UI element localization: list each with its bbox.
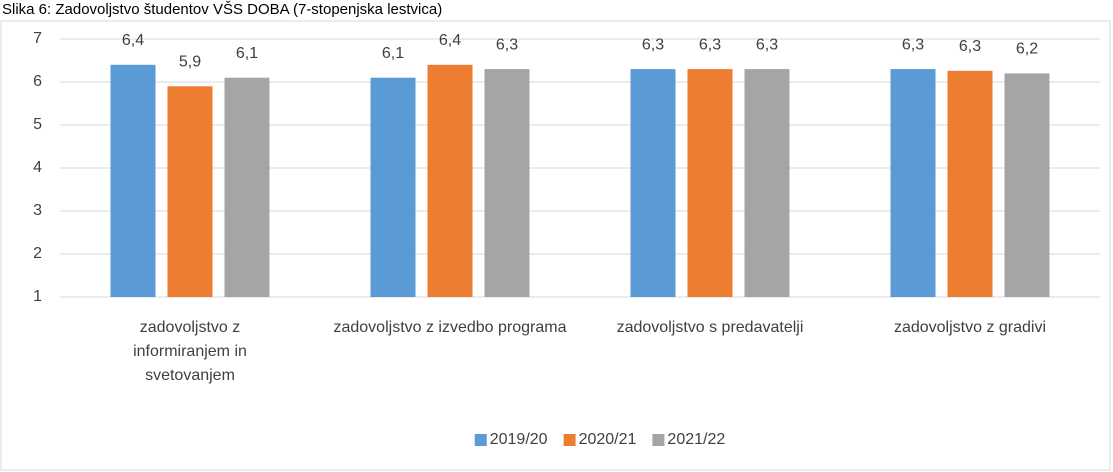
- legend-swatch: [652, 434, 665, 446]
- bar: [110, 64, 156, 297]
- data-label: 6,4: [122, 32, 144, 49]
- y-tick-label: 7: [33, 30, 42, 47]
- bar: [947, 70, 993, 297]
- x-tick-label: zadovoljstvo z izvedbo programa: [333, 319, 566, 336]
- x-tick-label: zadovoljstvo s predavatelji: [617, 319, 804, 336]
- data-label: 6,3: [756, 36, 778, 53]
- y-tick-label: 5: [33, 116, 42, 133]
- data-label: 5,9: [179, 54, 201, 71]
- bar: [630, 69, 676, 297]
- legend-label: 2020/21: [579, 431, 637, 448]
- data-label: 6,3: [959, 38, 981, 55]
- bar: [484, 69, 530, 297]
- data-label: 6,3: [496, 36, 518, 53]
- chart-frame: [0, 20, 1111, 471]
- data-label: 6,1: [236, 45, 258, 62]
- bar: [1004, 73, 1050, 298]
- data-label: 6,4: [439, 32, 461, 49]
- legend-label: 2019/20: [490, 431, 548, 448]
- x-tick-line: svetovanjem: [145, 367, 235, 384]
- y-tick-label: 6: [33, 73, 42, 90]
- y-tick-label: 3: [33, 202, 42, 219]
- legend-label: 2021/22: [667, 431, 725, 448]
- x-tick-line: zadovoljstvo z: [140, 319, 241, 336]
- legend-swatch: [474, 434, 487, 446]
- data-label: 6,2: [1016, 41, 1038, 58]
- bar: [890, 69, 936, 297]
- bar: [744, 69, 790, 297]
- data-label: 6,3: [642, 36, 664, 53]
- y-tick-label: 4: [33, 159, 42, 176]
- data-label: 6,3: [699, 36, 721, 53]
- data-label: 6,1: [382, 45, 404, 62]
- chart-title: Slika 6: Zadovoljstvo študentov VŠS DOBA…: [2, 1, 442, 18]
- bar: [687, 69, 733, 297]
- bar: [427, 64, 473, 297]
- x-tick-line: informiranjem in: [133, 343, 247, 360]
- y-tick-label: 2: [33, 245, 42, 262]
- x-tick-label: zadovoljstvo z gradivi: [894, 319, 1046, 336]
- legend-swatch: [563, 434, 576, 446]
- x-tick-label: zadovoljstvo z informiranjem in svetovanje…: [133, 319, 247, 384]
- bar: [224, 77, 270, 297]
- data-label: 6,3: [902, 36, 924, 53]
- bar: [370, 77, 416, 297]
- bar: [167, 86, 213, 297]
- y-tick-label: 1: [33, 288, 42, 305]
